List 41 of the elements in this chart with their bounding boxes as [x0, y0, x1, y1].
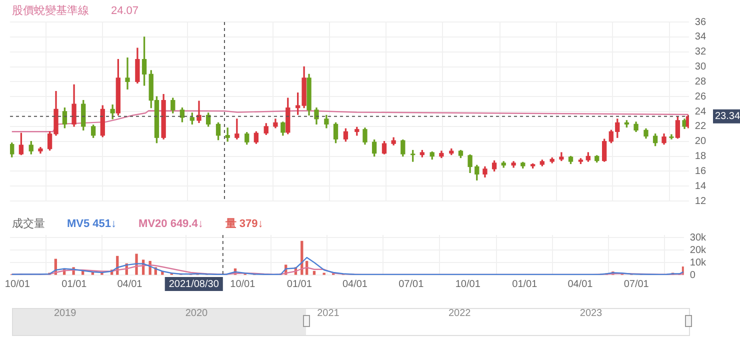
y-tick-label: 32	[694, 46, 706, 58]
x-tick-label: 04/01	[568, 278, 594, 290]
x-tick-label: 04/01	[342, 278, 368, 290]
y-tick-label: 14	[694, 180, 706, 192]
text: MV5 451↓	[67, 218, 117, 230]
x2-tick-label: 2019	[54, 308, 77, 319]
y-tick-label: 10k	[690, 257, 707, 268]
x2-tick-label: 2020	[185, 308, 208, 319]
text: 24.07	[111, 5, 139, 17]
text: 股價蛻變基準線	[12, 5, 89, 17]
y-tick-label: 18	[694, 151, 706, 162]
x2-tick-label: 2021	[317, 308, 340, 319]
x-tick-label: 01/01	[62, 278, 88, 290]
y-tick-label: 0	[690, 270, 696, 281]
text: 量 379↓	[225, 218, 264, 230]
y-tick-label: 30	[694, 62, 706, 72]
x2-tick-label: 2023	[580, 308, 603, 319]
chart-title: 成交量	[12, 218, 45, 230]
y-tick-label: 36	[694, 16, 706, 28]
x-tick-label: 07/01	[624, 278, 650, 290]
y-tick-label: 26	[694, 91, 706, 102]
x-tick-label: 10/01	[455, 278, 481, 290]
y-tick-label: 20k	[690, 244, 707, 256]
ref-line-label: 2021/08/30	[168, 278, 220, 290]
y-tick-label: 30k	[690, 232, 707, 244]
x-tick-label: 10/01	[230, 278, 256, 290]
x2-tick-label: 2022	[448, 308, 472, 319]
y-tick-label: 20	[694, 136, 706, 148]
y-tick-label: 34	[694, 32, 706, 43]
y-tick-label: 24	[694, 106, 706, 118]
text: MV20 649.4↓	[138, 218, 204, 230]
x-tick-label: 10/01	[4, 278, 30, 290]
x-tick-label: 01/01	[286, 278, 312, 290]
y-tick-label: 28	[694, 76, 706, 88]
y-tick-label: 22	[694, 121, 706, 132]
ref-line-label: 23.34	[715, 111, 740, 122]
x-tick-label: 07/01	[398, 278, 424, 290]
y-tick-label: 16	[694, 166, 706, 177]
x-tick-label: 01/01	[512, 278, 538, 290]
x-tick-label: 04/01	[117, 278, 143, 290]
y-tick-label: 12	[694, 196, 706, 207]
